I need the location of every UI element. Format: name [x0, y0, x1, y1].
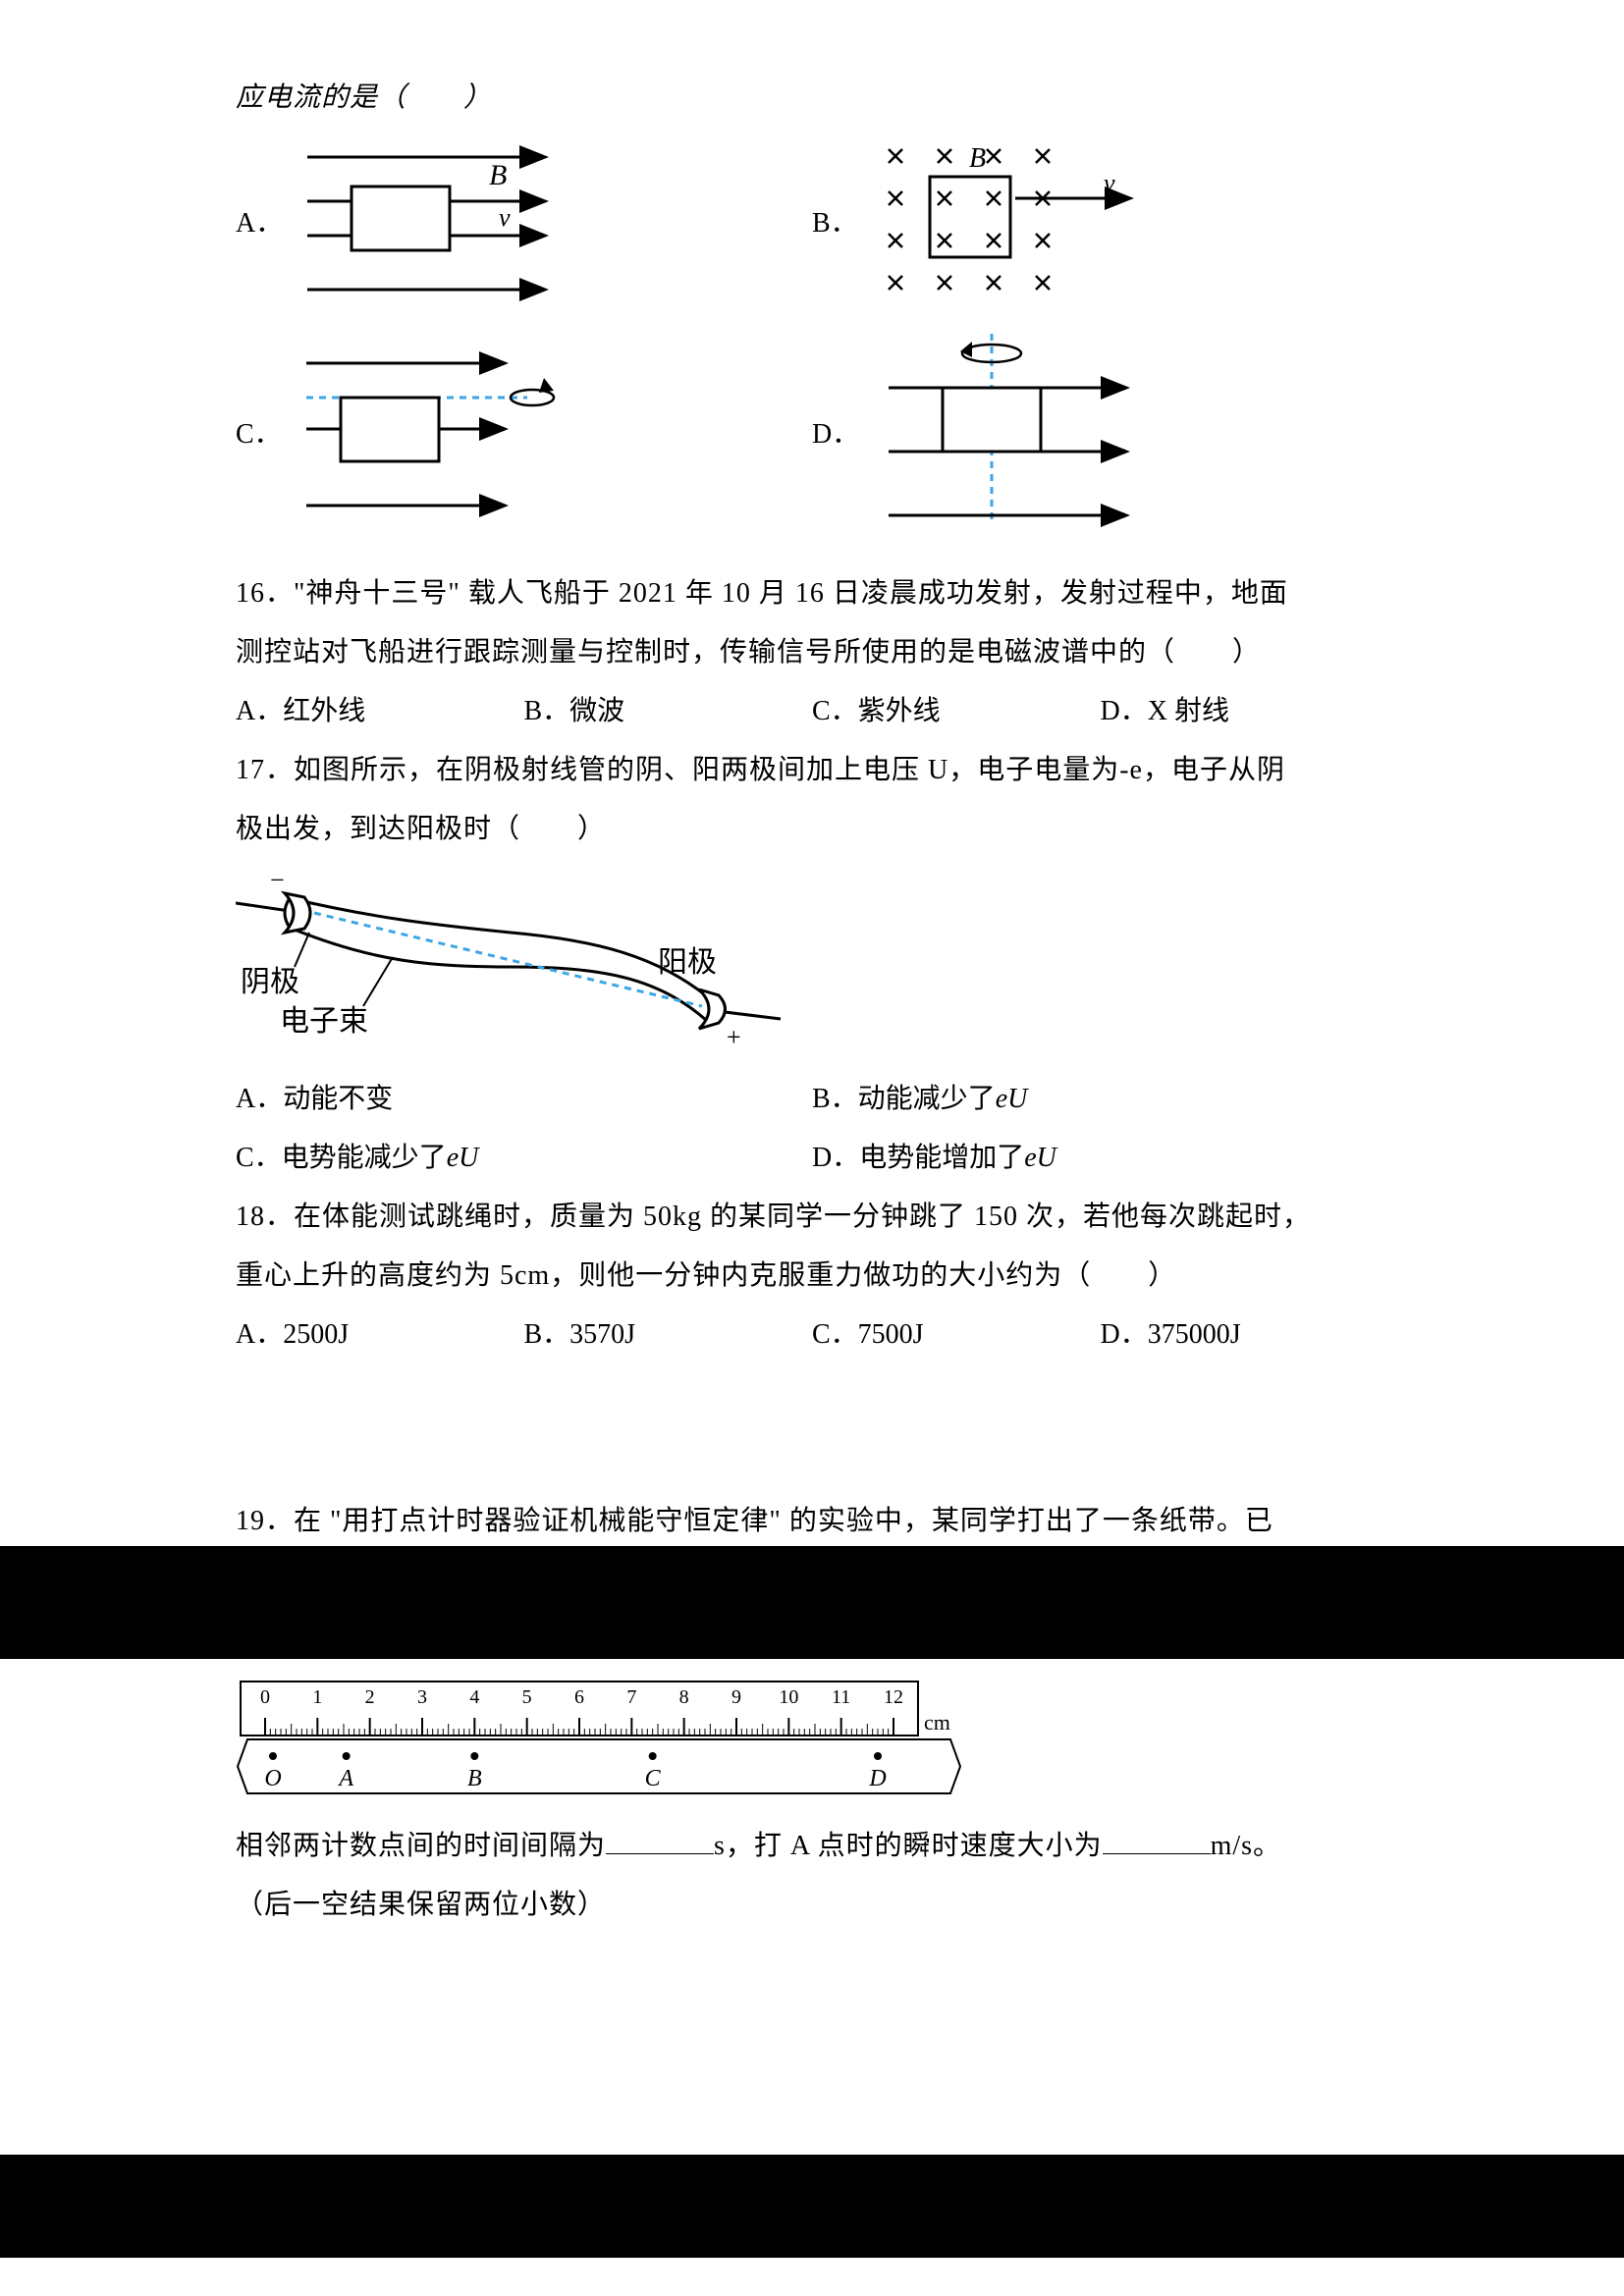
redaction-bar-2 [0, 2155, 1624, 2258]
svg-text:阳极: 阳极 [658, 946, 717, 979]
q17-opt-c: C．电势能减少了eU [236, 1129, 812, 1188]
q15-opt-a-label: A． [236, 201, 283, 240]
svg-text:3: 3 [417, 1686, 427, 1708]
blank-2 [1103, 1832, 1211, 1854]
svg-text:v: v [499, 203, 511, 232]
q15-fig-d [874, 334, 1149, 530]
svg-text:12: 12 [884, 1686, 903, 1708]
q15-figrow-2: C． D． [236, 334, 1388, 530]
q17-opt-d: D．电势能增加了eU [812, 1129, 1388, 1188]
q19-l5: （后一空结果保留两位小数） [236, 1876, 1388, 1935]
svg-text:−: − [270, 866, 285, 894]
q18-opt-b: B．3570J [524, 1306, 813, 1364]
q15-fig-a: B v [298, 137, 553, 304]
q18-opt-a: A．2500J [236, 1306, 524, 1364]
q17-opt-a: A．动能不变 [236, 1070, 812, 1129]
q16-opt-a: A．红外线 [236, 682, 524, 741]
q17-figure: − + 阴极 电子束 阳极 [236, 864, 785, 1060]
svg-text:2: 2 [365, 1686, 375, 1708]
q16-l1: 16．"神舟十三号" 载人飞船于 2021 年 10 月 16 日凌晨成功发射，… [236, 564, 1388, 623]
svg-text:5: 5 [522, 1686, 532, 1708]
svg-text:阴极: 阴极 [241, 966, 299, 998]
q15-fig-b: B v [873, 137, 1148, 304]
svg-text:电子束: 电子束 [280, 1005, 368, 1038]
q16-options: A．红外线 B．微波 C．紫外线 D．X 射线 [236, 682, 1388, 741]
q16-opt-b: B．微波 [524, 682, 813, 741]
q19-l4: 相邻两计数点间的时间间隔为s，打 A 点时的瞬时速度大小为m/s。 [236, 1817, 1388, 1876]
svg-text:cm: cm [924, 1710, 950, 1735]
q16-l2: 测控站对飞船进行跟踪测量与控制时，传输信号所使用的是电磁波谱中的（ ） [236, 623, 1388, 682]
q17-options-2: C．电势能减少了eU D．电势能增加了eU [236, 1129, 1388, 1188]
q17-l1: 17．如图所示，在阴极射线管的阴、阳两极间加上电压 U，电子电量为-e，电子从阴 [236, 741, 1388, 800]
svg-text:+: + [727, 1023, 741, 1051]
svg-text:v: v [1104, 169, 1115, 197]
svg-text:9: 9 [731, 1686, 741, 1708]
q18-options: A．2500J B．3570J C．7500J D．375000J [236, 1306, 1388, 1364]
q15-stem-tail: 应电流的是（ ） [236, 69, 1388, 128]
q18-l2: 重心上升的高度约为 5cm，则他一分钟内克服重力做功的大小约为（ ） [236, 1247, 1388, 1306]
svg-text:B: B [467, 1766, 482, 1791]
q17-l2: 极出发，到达阳极时（ ） [236, 800, 1388, 859]
q18-opt-d: D．375000J [1101, 1306, 1389, 1364]
svg-text:B: B [489, 159, 507, 191]
svg-text:B: B [969, 143, 986, 174]
q19-l1: 19．在 "用打点计时器验证机械能守恒定律" 的实验中，某同学打出了一条纸带。已 [236, 1492, 1388, 1551]
q17-opt-b: B．动能减少了eU [812, 1070, 1388, 1129]
svg-text:O: O [264, 1766, 281, 1791]
svg-text:0: 0 [260, 1686, 270, 1708]
svg-text:C: C [645, 1766, 662, 1791]
svg-text:A: A [337, 1766, 353, 1791]
svg-text:10: 10 [779, 1686, 798, 1708]
q17-options-1: A．动能不变 B．动能减少了eU [236, 1070, 1388, 1129]
svg-text:D: D [868, 1766, 886, 1791]
svg-text:8: 8 [679, 1686, 689, 1708]
svg-text:6: 6 [574, 1686, 584, 1708]
q16-opt-d: D．X 射线 [1101, 682, 1389, 741]
svg-text:1: 1 [312, 1686, 322, 1708]
q15-opt-d-label: D． [812, 412, 859, 452]
svg-text:11: 11 [832, 1686, 850, 1708]
q16-opt-c: C．紫外线 [812, 682, 1101, 741]
q18-l1: 18．在体能测试跳绳时，质量为 50kg 的某同学一分钟跳了 150 次，若他每… [236, 1188, 1388, 1247]
q15-figrow-1: A． B v B． [236, 137, 1388, 304]
q18-opt-c: C．7500J [812, 1306, 1101, 1364]
redaction-bar-1 [0, 1546, 1624, 1659]
q15-opt-c-label: C． [236, 412, 282, 452]
q15-opt-b-label: B． [812, 201, 858, 240]
svg-text:7: 7 [626, 1686, 636, 1708]
q19-figure: 0123456789101112cmOABCD [236, 1677, 1388, 1809]
blank-1 [606, 1832, 714, 1854]
q15-fig-c [297, 344, 571, 520]
svg-text:4: 4 [469, 1686, 479, 1708]
